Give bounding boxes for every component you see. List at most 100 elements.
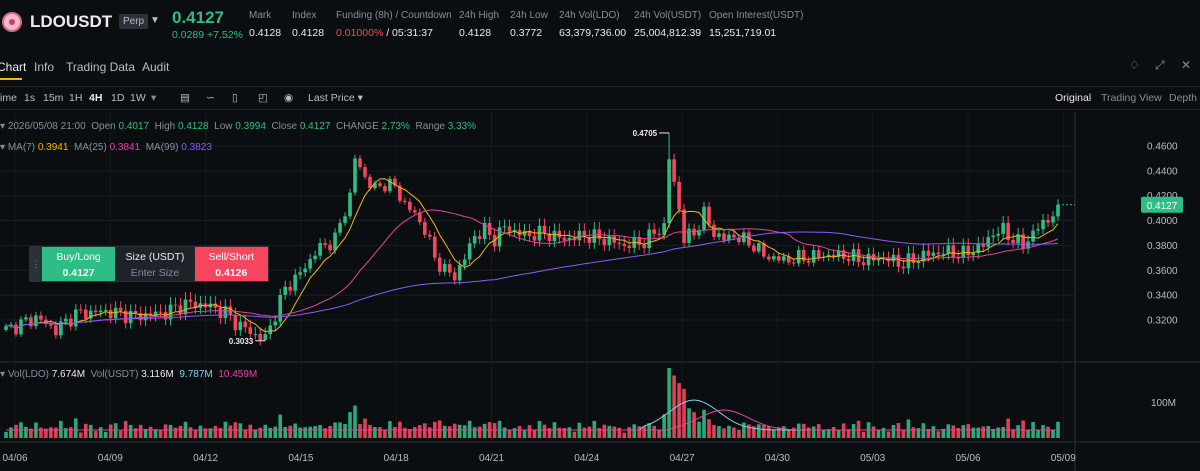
- candle-body: [373, 183, 377, 189]
- time-tick-label: 04/21: [479, 453, 504, 464]
- candle-body: [29, 317, 33, 327]
- tab-trading-data[interactable]: Trading Data: [66, 60, 135, 74]
- volume-bar: [452, 423, 457, 438]
- candle-body: [642, 244, 646, 249]
- candle-body: [293, 274, 297, 291]
- volume-bar: [517, 426, 522, 438]
- volume-bar: [532, 429, 537, 438]
- volume-bar: [697, 421, 701, 438]
- drag-handle-icon[interactable]: ⋮: [30, 247, 42, 281]
- candle-body: [941, 253, 946, 255]
- alert-bell-icon[interactable]: ♢: [1129, 58, 1140, 72]
- volume-bar: [418, 425, 422, 438]
- volume-bar: [537, 420, 542, 438]
- candle-body: [836, 250, 841, 258]
- volume-bar: [278, 414, 283, 438]
- interval-1d[interactable]: 1D: [111, 92, 125, 104]
- stat-funding: Funding (8h) / Countdown 0.01000% / 05:3…: [336, 10, 452, 39]
- volume-tick-label: 100M: [1151, 398, 1176, 409]
- time-tick-label: 04/15: [288, 453, 313, 464]
- candle-body: [896, 254, 901, 267]
- volume-bar: [477, 426, 482, 438]
- volume-bar: [403, 427, 407, 438]
- view-depth[interactable]: Depth: [1169, 92, 1198, 104]
- volume-bar: [1006, 418, 1010, 438]
- candle-body: [577, 230, 582, 241]
- stat-24h-high: 24h High 0.4128: [459, 10, 500, 39]
- candle-body: [398, 185, 402, 201]
- candlestick-chart[interactable]: 0.4600 0.4400 0.4200 0.4000 0.3800 0.3600 0.34…: [0, 112, 1200, 471]
- volume-bar: [906, 419, 911, 438]
- volume-bar: [408, 429, 412, 438]
- symbol-name[interactable]: LDOUSDT: [30, 12, 113, 31]
- candle-body: [263, 334, 268, 340]
- candle-body: [717, 233, 721, 237]
- volume-bar: [567, 427, 572, 438]
- interval-4h[interactable]: 4H: [89, 92, 103, 104]
- high-annotation-label: 0.4705: [633, 129, 658, 138]
- ohlc-legend: ▾ 2026/05/08 21:00 Open 0.4017 High 0.41…: [0, 121, 477, 132]
- ma7-line: [5, 178, 1059, 333]
- volume-bar: [856, 420, 861, 438]
- volume-bar: [343, 423, 347, 438]
- volume-bar: [727, 425, 731, 438]
- tab-info[interactable]: Info: [34, 60, 55, 74]
- volume-bar: [373, 427, 377, 438]
- chart-type-icon[interactable]: ▯: [232, 92, 238, 104]
- interval-dropdown-icon[interactable]: ▾: [151, 92, 157, 104]
- drawing-tools-icon[interactable]: ◰: [258, 92, 268, 104]
- candle-body: [697, 229, 701, 236]
- volume-bar: [971, 427, 976, 438]
- volume-bar: [662, 414, 666, 438]
- volume-bar: [826, 429, 831, 438]
- candle-body: [457, 265, 462, 281]
- interval-1s[interactable]: 1s: [24, 92, 36, 104]
- tab-audit[interactable]: Audit: [142, 60, 170, 74]
- volume-bar: [263, 424, 268, 438]
- view-trading-view[interactable]: Trading View: [1101, 92, 1162, 104]
- candle-body: [532, 236, 537, 241]
- volume-bar: [413, 427, 417, 438]
- symbol-dropdown-icon[interactable]: ▼: [150, 15, 160, 26]
- volume-bar: [69, 427, 73, 438]
- candle-body: [49, 323, 53, 326]
- volume-bar: [597, 428, 602, 438]
- volume-bar: [851, 424, 856, 438]
- size-input[interactable]: Size (USDT) Enter Size: [115, 247, 195, 281]
- volume-bar: [113, 423, 118, 438]
- perp-badge: Perp: [119, 14, 149, 29]
- candle-body: [981, 243, 986, 247]
- sell-short-button[interactable]: Sell/Short 0.4126: [194, 247, 269, 281]
- time-tick-label: 04/06: [2, 453, 27, 464]
- close-icon[interactable]: ✕: [1181, 58, 1192, 72]
- ma-legend: ▾ MA(7) 0.3941 MA(25) 0.3841 MA(99) 0.38…: [0, 142, 212, 153]
- indicators-icon[interactable]: ∽: [206, 92, 215, 104]
- candle-body: [1021, 234, 1025, 249]
- volume-bar: [83, 423, 88, 438]
- buy-long-button[interactable]: Buy/Long 0.4127: [41, 247, 116, 281]
- interval-15m[interactable]: 15m: [43, 92, 64, 104]
- volume-bar: [213, 425, 218, 438]
- calendar-icon[interactable]: ▤: [180, 92, 190, 104]
- volume-bar: [996, 427, 1000, 438]
- candle-body: [772, 256, 776, 260]
- chart-area[interactable]: 0.4600 0.4400 0.4200 0.4000 0.3800 0.3600 0.34…: [0, 112, 1200, 471]
- expand-icon[interactable]: ⤢: [1155, 58, 1165, 72]
- tab-chart[interactable]: Chart: [0, 60, 27, 74]
- volume-bar: [762, 425, 766, 438]
- volume-bar: [717, 426, 721, 438]
- interval-1h[interactable]: 1H: [69, 92, 83, 104]
- volume-bar: [527, 425, 532, 438]
- volume-bar: [811, 426, 816, 438]
- view-original[interactable]: Original: [1055, 92, 1092, 104]
- candle-body: [547, 233, 552, 242]
- volume-bar: [941, 428, 946, 438]
- candle-body: [976, 243, 981, 254]
- interval-time[interactable]: Time: [0, 92, 17, 104]
- interval-1w[interactable]: 1W: [130, 92, 146, 104]
- volume-bar: [363, 418, 367, 438]
- price-type-select[interactable]: Last Price ▾: [308, 92, 363, 104]
- candle-body: [93, 310, 98, 313]
- volume-bar: [607, 425, 612, 438]
- settings-icon[interactable]: ◉: [284, 92, 294, 104]
